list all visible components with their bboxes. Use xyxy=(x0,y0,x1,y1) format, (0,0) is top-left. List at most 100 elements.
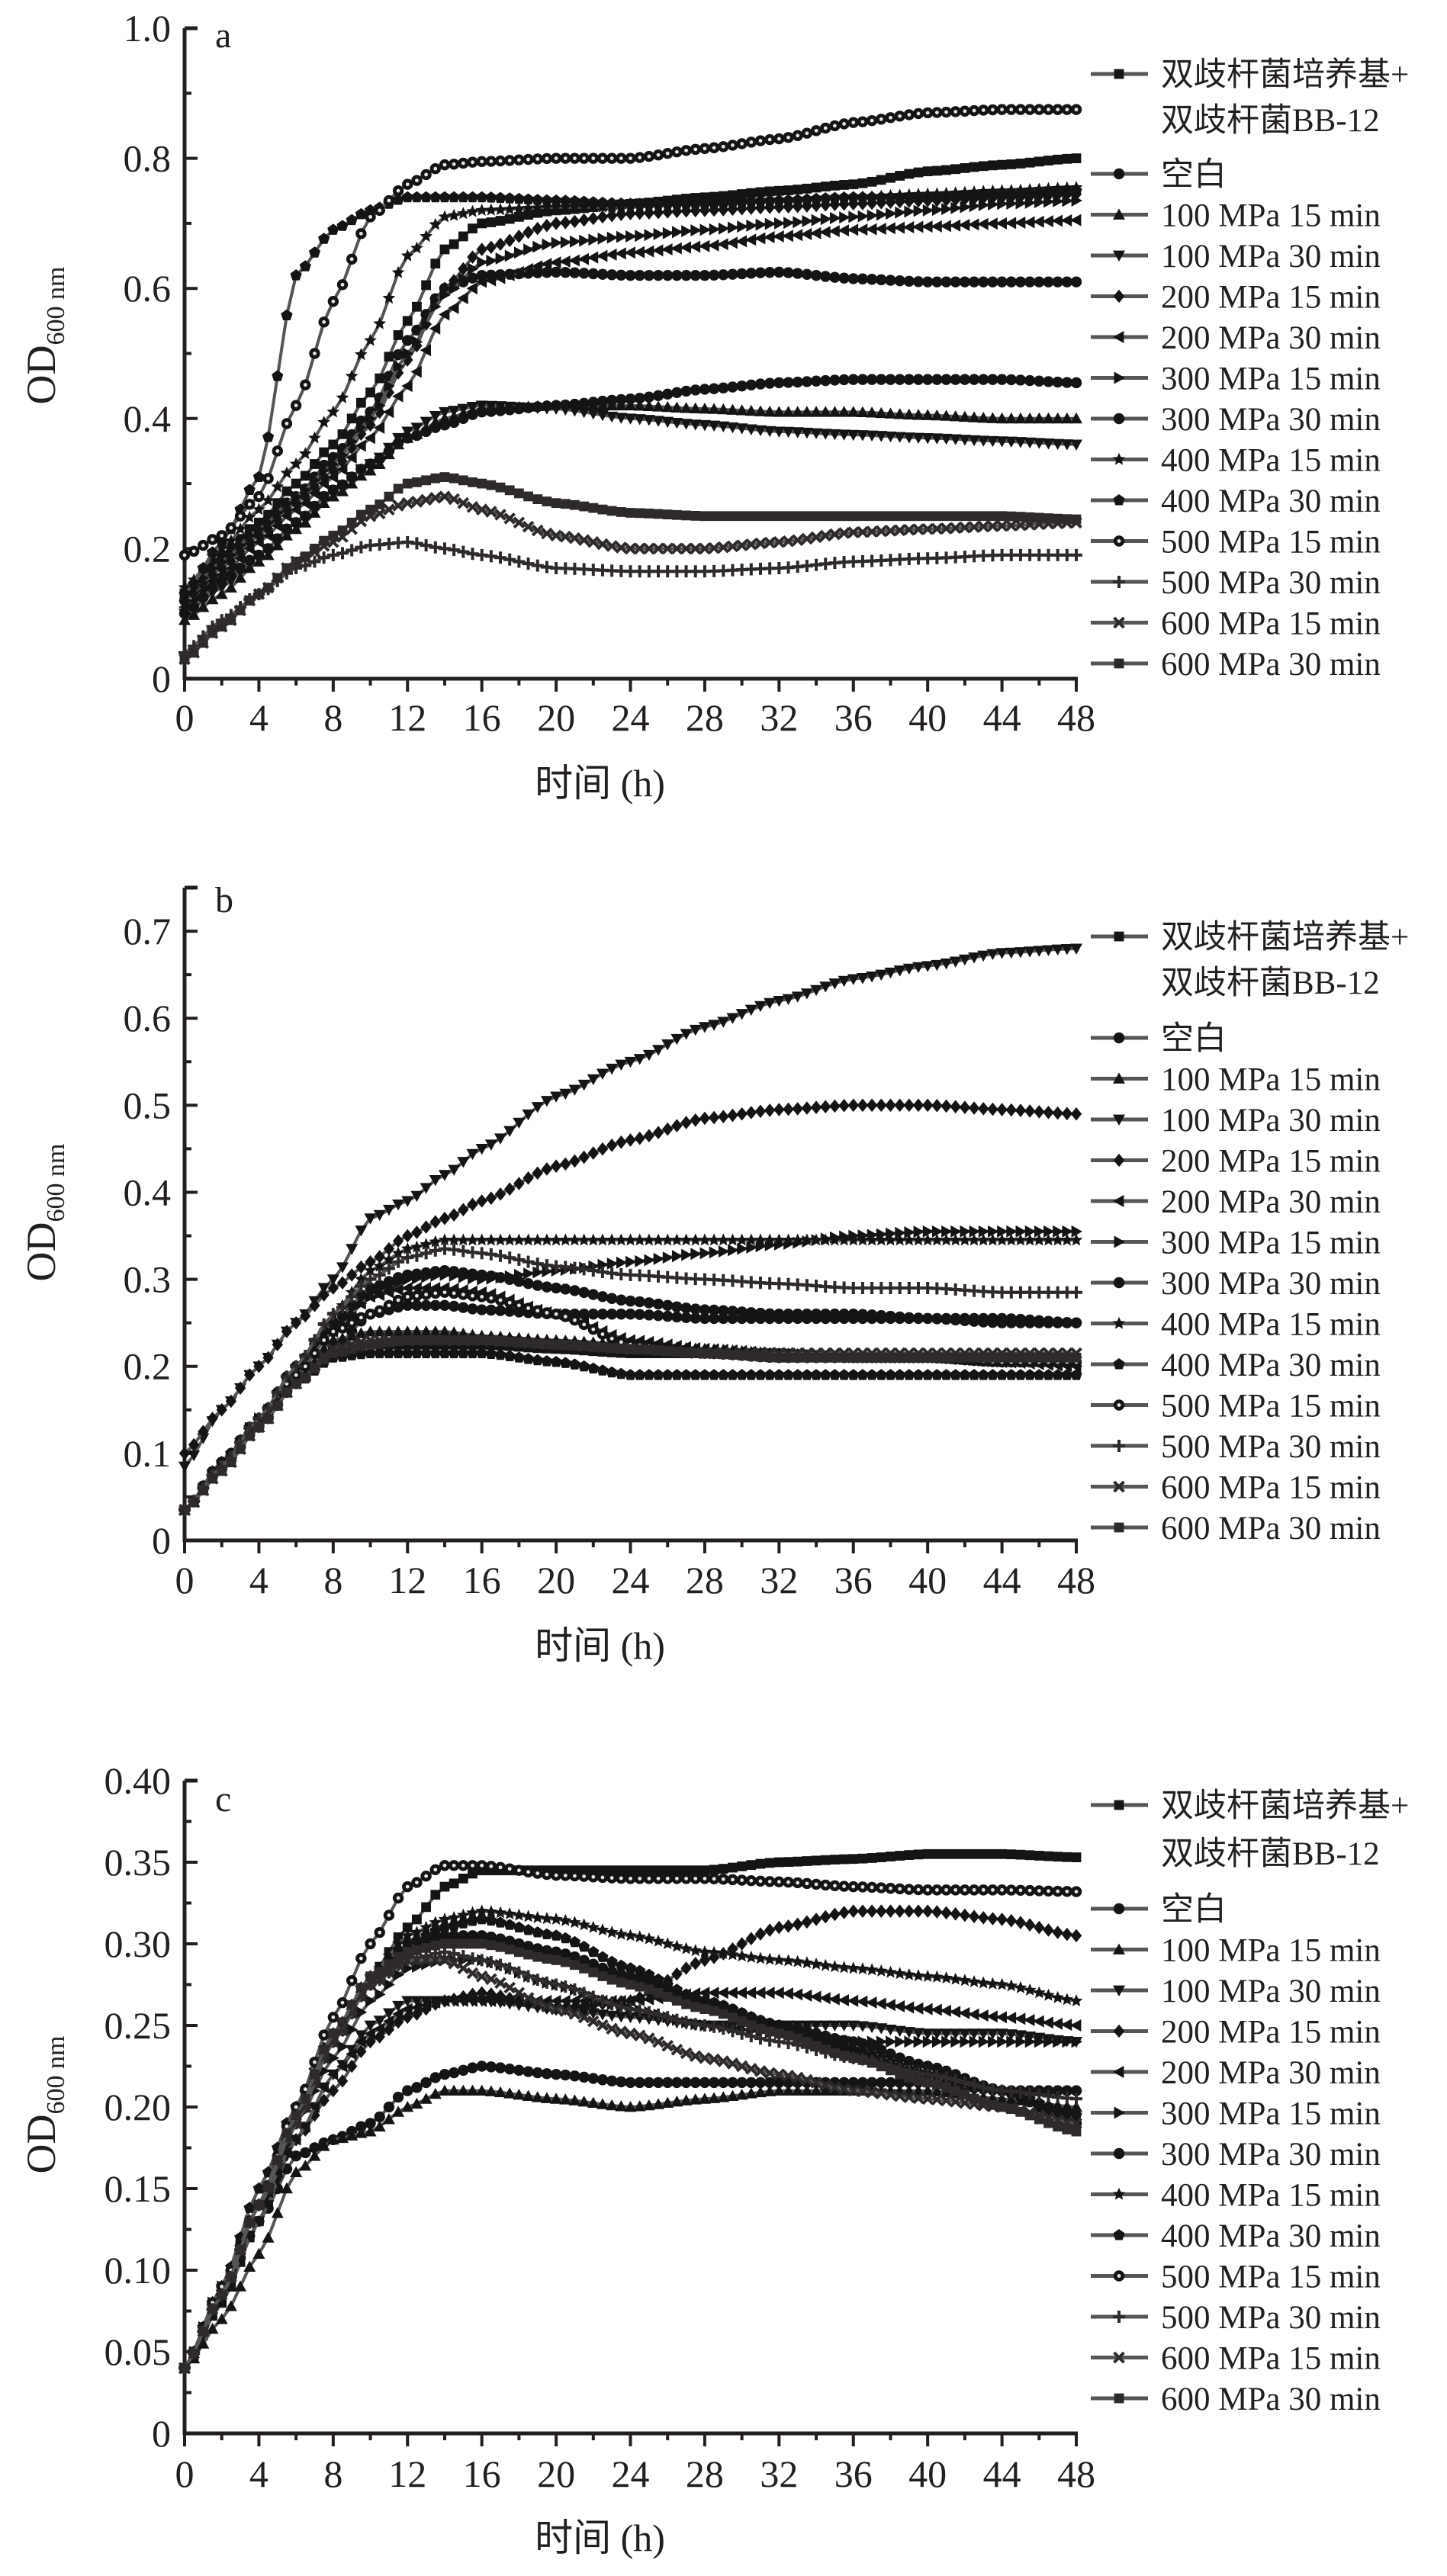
data-point xyxy=(420,416,432,429)
data-point xyxy=(1006,2035,1018,2048)
data-point xyxy=(596,249,608,262)
data-point xyxy=(820,1100,831,1114)
data-point xyxy=(810,1309,822,1320)
data-point xyxy=(995,412,1008,424)
data-point xyxy=(950,1907,961,1921)
data-point xyxy=(513,1966,526,1979)
data-point xyxy=(587,268,599,280)
data-point xyxy=(290,2150,302,2162)
open-circle-center xyxy=(693,147,698,152)
data-point xyxy=(429,1244,442,1257)
data-point xyxy=(754,1951,767,1964)
data-point xyxy=(355,541,368,554)
open-circle-center xyxy=(832,124,837,128)
data-point xyxy=(978,1848,989,1859)
data-point xyxy=(717,2022,730,2035)
data-point xyxy=(579,234,590,247)
data-point xyxy=(773,2084,786,2096)
data-point xyxy=(1051,1233,1064,1246)
data-point xyxy=(364,2020,377,2032)
data-point xyxy=(1014,2030,1027,2041)
data-point xyxy=(902,2091,915,2103)
data-point xyxy=(577,1233,590,1246)
data-point xyxy=(912,374,924,385)
data-point xyxy=(1070,943,1082,955)
data-point xyxy=(1060,2019,1072,2032)
pentagon-icon xyxy=(1113,1358,1125,1370)
data-point xyxy=(326,1308,339,1321)
data-point xyxy=(281,2128,292,2138)
open-circle-center xyxy=(609,156,614,161)
panel-c: 00.050.100.150.200.250.300.350.400 4 8 12 16… xyxy=(18,1759,1409,2559)
data-point xyxy=(429,1954,442,1967)
data-point xyxy=(540,1976,553,1989)
square-icon xyxy=(1114,1800,1124,1810)
data-point xyxy=(903,1369,915,1380)
x-tick-label: 24 xyxy=(612,696,650,739)
open-circle-center xyxy=(991,1887,995,1892)
data-point xyxy=(624,1369,637,1380)
data-point xyxy=(940,1971,953,1983)
data-point xyxy=(420,344,432,357)
data-point xyxy=(503,1350,516,1361)
data-point xyxy=(708,1369,720,1380)
data-point xyxy=(811,2041,822,2051)
data-point xyxy=(467,272,478,284)
data-point xyxy=(754,537,767,550)
data-point xyxy=(207,561,219,574)
data-point xyxy=(542,496,552,507)
y-tick-label: 0.7 xyxy=(124,910,172,952)
data-point xyxy=(300,1309,311,1323)
open-circle-center xyxy=(953,1887,958,1892)
data-point xyxy=(616,393,627,406)
data-point xyxy=(773,2068,786,2081)
data-point xyxy=(513,403,525,415)
open-circle-center xyxy=(1074,1890,1079,1893)
data-point xyxy=(1043,276,1054,287)
data-point xyxy=(179,2363,190,2373)
data-point xyxy=(569,1154,580,1168)
data-point xyxy=(513,488,524,499)
data-point xyxy=(1024,157,1035,168)
data-point xyxy=(420,1220,432,1234)
data-point xyxy=(1052,376,1063,388)
data-point xyxy=(986,1233,999,1246)
data-point xyxy=(838,2020,851,2032)
open-circle-center xyxy=(480,1295,484,1299)
data-point xyxy=(922,166,933,177)
data-point xyxy=(188,602,200,613)
data-point xyxy=(643,1309,655,1321)
data-point xyxy=(792,1369,804,1380)
data-point xyxy=(198,592,209,603)
data-point xyxy=(941,1352,951,1363)
data-point xyxy=(587,1945,600,1958)
data-point xyxy=(801,532,813,545)
open-circle-center xyxy=(1074,108,1079,112)
data-point xyxy=(532,1354,544,1366)
data-point xyxy=(876,2061,886,2072)
data-point xyxy=(988,1848,998,1859)
data-point xyxy=(336,1301,349,1314)
data-point xyxy=(412,477,422,487)
data-point xyxy=(949,956,962,968)
data-point xyxy=(392,1325,405,1337)
data-point xyxy=(494,551,507,564)
data-point xyxy=(540,1233,554,1246)
panel-letter: a xyxy=(215,15,231,56)
data-point xyxy=(560,1948,571,1960)
data-point xyxy=(1061,1927,1073,1942)
small-plus-icon xyxy=(1113,576,1125,588)
data-point xyxy=(402,1922,413,1932)
data-point xyxy=(764,405,777,417)
data-point xyxy=(931,959,944,972)
data-point xyxy=(606,197,618,208)
data-point xyxy=(828,1233,841,1246)
data-point xyxy=(606,208,618,223)
data-point xyxy=(494,2086,507,2098)
data-point xyxy=(569,398,580,410)
data-point xyxy=(690,269,701,281)
data-point xyxy=(791,991,804,1003)
data-point xyxy=(670,1939,683,1952)
data-point xyxy=(670,1983,683,1995)
data-point xyxy=(494,1989,506,2003)
